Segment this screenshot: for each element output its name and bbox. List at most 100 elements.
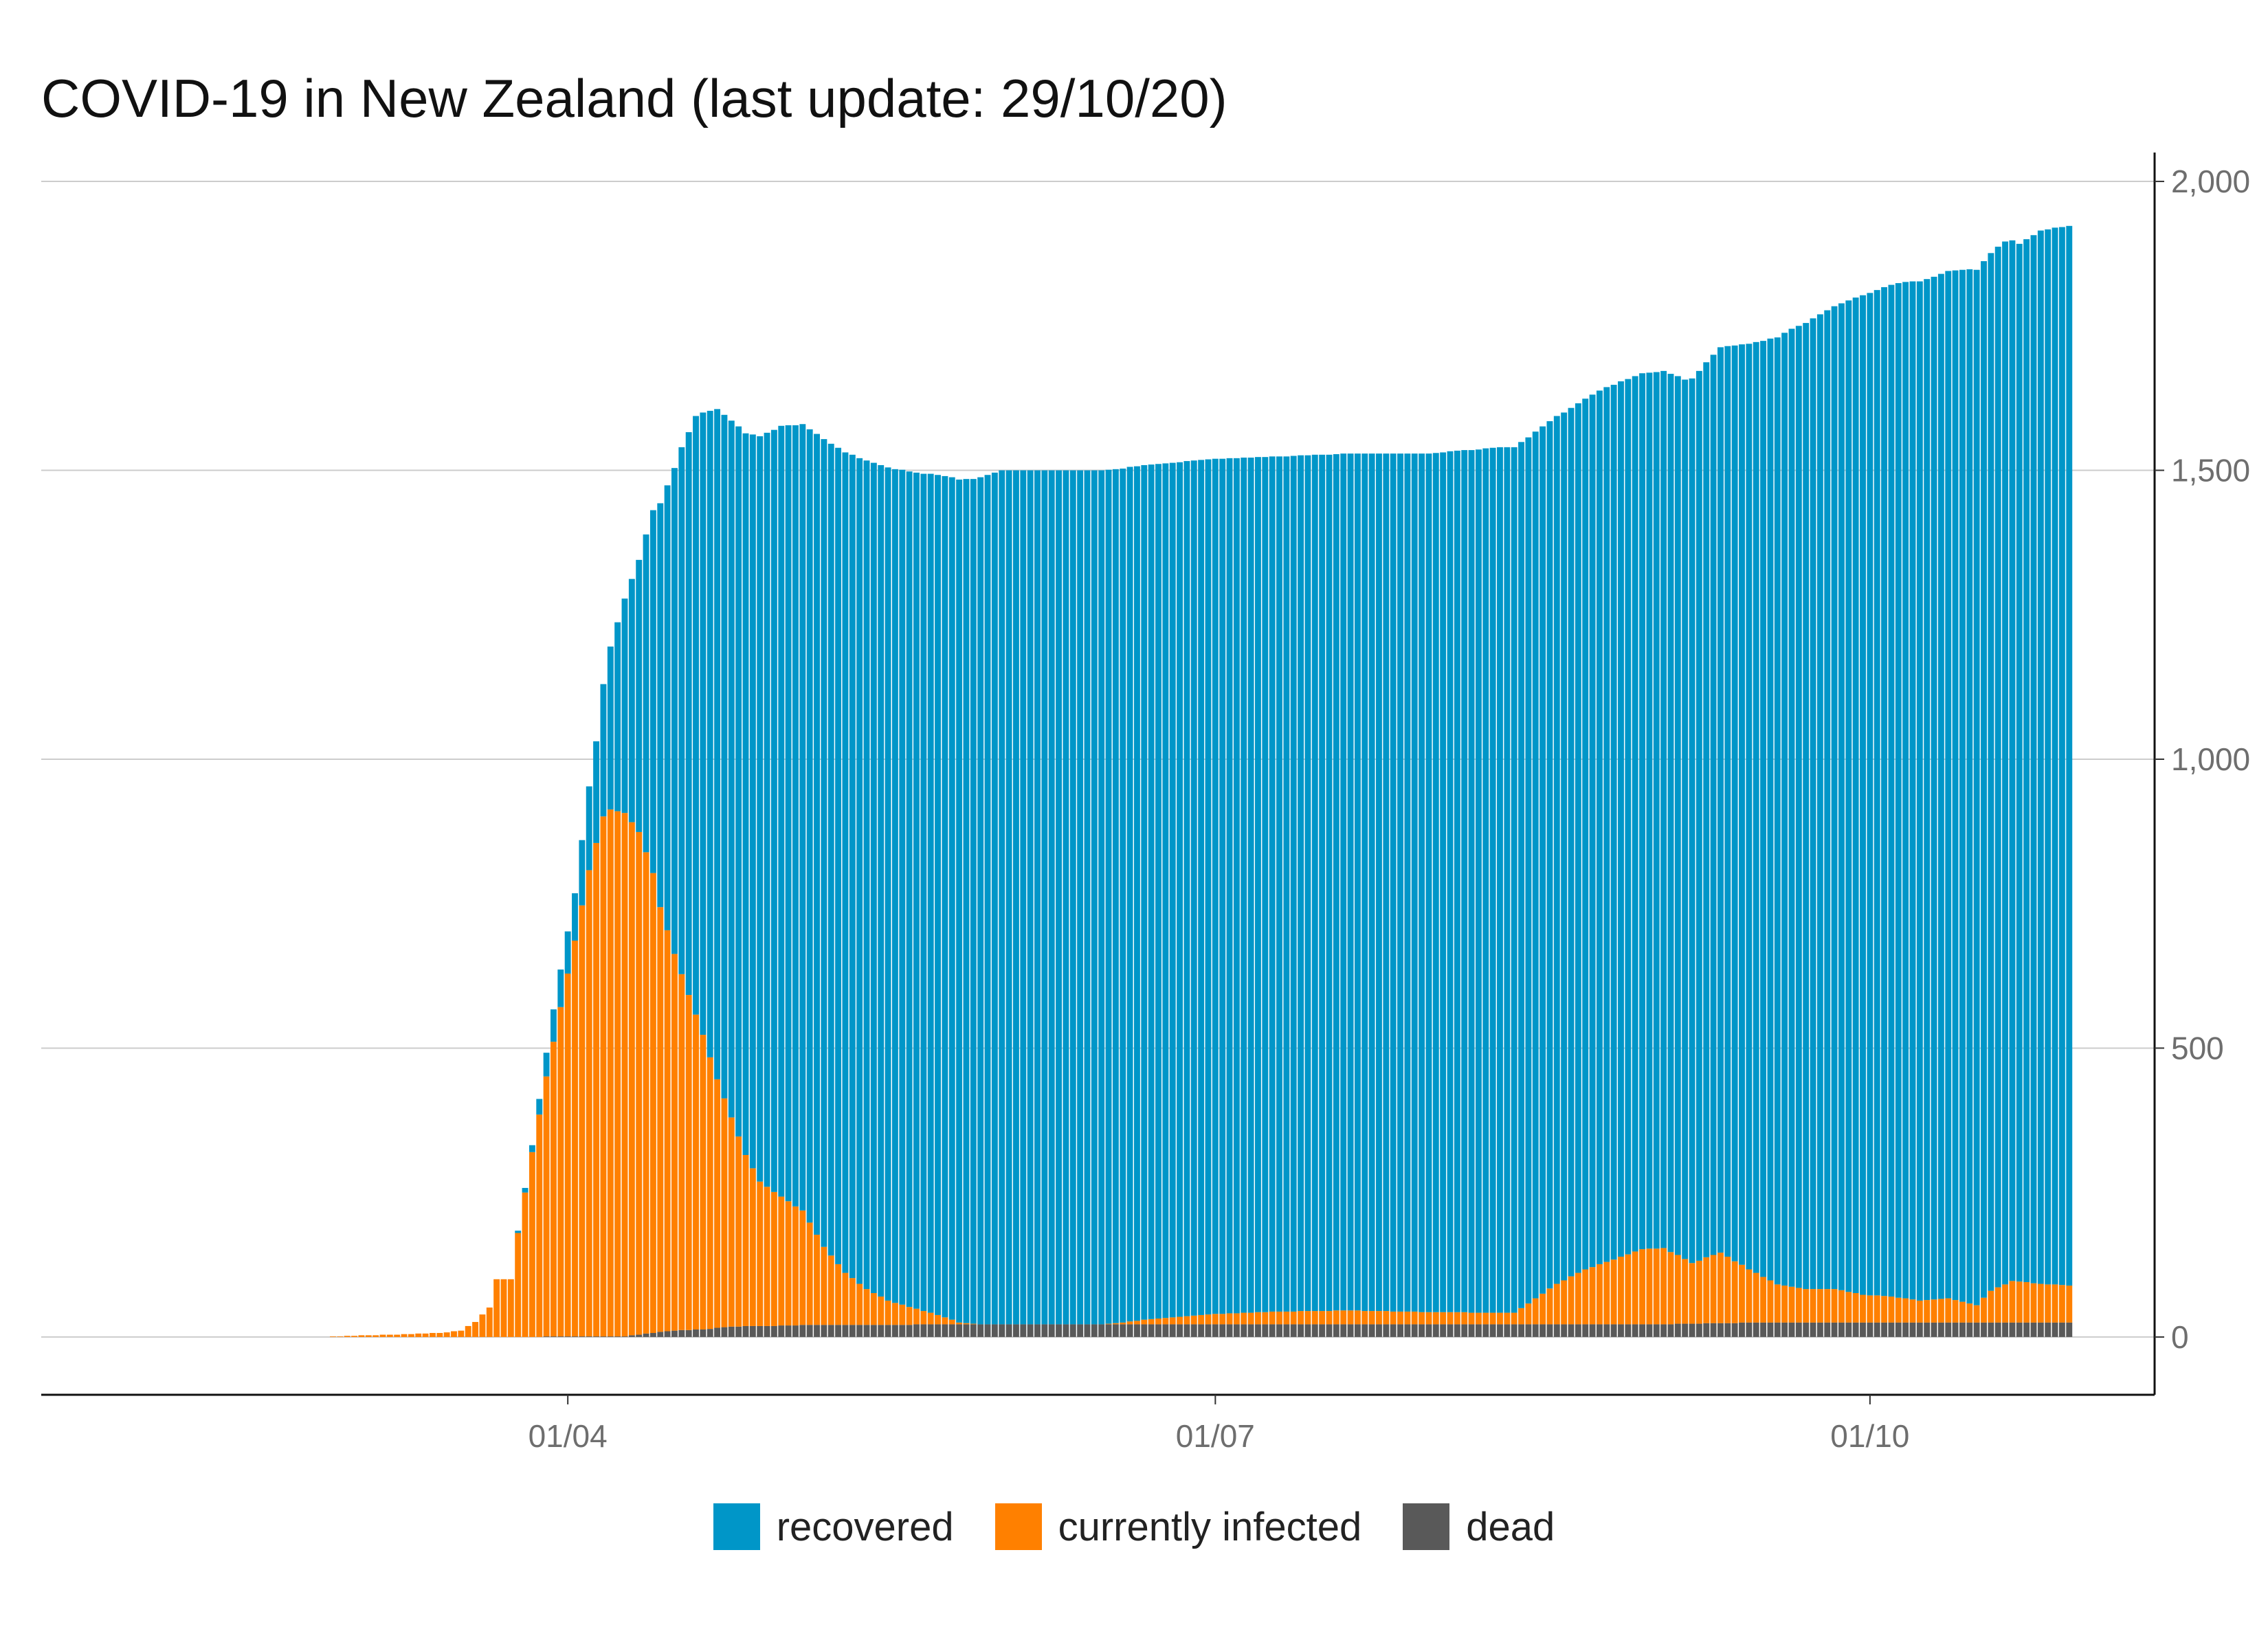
bar-dead bbox=[984, 1324, 991, 1337]
bar-dead bbox=[1411, 1324, 1418, 1337]
bar-dead bbox=[1005, 1324, 1012, 1337]
bar-dead bbox=[1269, 1324, 1276, 1337]
bar-dead bbox=[1618, 1324, 1624, 1337]
bar-currently-infected bbox=[1333, 1310, 1339, 1325]
bar-currently-infected bbox=[1390, 1311, 1397, 1325]
bar-dead bbox=[948, 1324, 955, 1337]
bar-recovered bbox=[1973, 269, 1980, 1305]
bar-currently-infected bbox=[1888, 1297, 1895, 1323]
bar-recovered bbox=[1376, 453, 1382, 1312]
bar-dead bbox=[1390, 1324, 1397, 1337]
bar-recovered bbox=[1682, 379, 1689, 1259]
bar-dead bbox=[1539, 1324, 1546, 1337]
bar-currently-infected bbox=[728, 1117, 735, 1327]
bar-recovered bbox=[1902, 282, 1909, 1299]
bar-recovered bbox=[1311, 454, 1318, 1312]
bar-recovered bbox=[906, 471, 913, 1308]
bar-dead bbox=[999, 1324, 1005, 1337]
legend-item: recovered bbox=[713, 1503, 954, 1550]
bar-dead bbox=[1141, 1324, 1148, 1337]
bar-currently-infected bbox=[1304, 1311, 1311, 1325]
bar-dead bbox=[835, 1325, 842, 1337]
bar-dead bbox=[1205, 1324, 1212, 1337]
bar-currently-infected bbox=[2030, 1283, 2037, 1323]
bar-recovered bbox=[1689, 378, 1696, 1264]
bar-dead bbox=[970, 1324, 977, 1337]
bar-currently-infected bbox=[1120, 1322, 1126, 1325]
bar-currently-infected bbox=[1354, 1310, 1361, 1325]
bar-currently-infected bbox=[643, 852, 649, 1334]
bar-dead bbox=[1561, 1324, 1568, 1337]
bar-currently-infected bbox=[649, 873, 656, 1334]
bar-currently-infected bbox=[1518, 1308, 1524, 1325]
bar-currently-infected bbox=[1753, 1272, 1759, 1323]
bar-currently-infected bbox=[1298, 1311, 1304, 1325]
bar-currently-infected bbox=[621, 813, 628, 1337]
bar-currently-infected bbox=[1937, 1299, 1944, 1323]
bar-dead bbox=[1048, 1324, 1055, 1337]
bar-recovered bbox=[1739, 344, 1745, 1265]
bar-dead bbox=[1177, 1324, 1183, 1337]
bar-dead bbox=[1183, 1324, 1190, 1337]
bar-dead bbox=[1098, 1324, 1105, 1337]
bar-currently-infected bbox=[814, 1235, 820, 1325]
bar-currently-infected bbox=[1368, 1311, 1375, 1325]
bar-dead bbox=[1952, 1322, 1959, 1337]
bar-recovered bbox=[1575, 403, 1581, 1273]
bar-recovered bbox=[628, 579, 635, 822]
bar-currently-infected bbox=[770, 1191, 777, 1326]
bar-dead bbox=[1568, 1324, 1575, 1337]
bar-recovered bbox=[821, 439, 827, 1247]
legend-item: currently infected bbox=[994, 1503, 1362, 1550]
bar-recovered bbox=[671, 468, 678, 954]
bar-recovered bbox=[1653, 372, 1660, 1249]
bar-dead bbox=[1682, 1323, 1689, 1337]
bar-recovered bbox=[1781, 333, 1788, 1286]
bar-dead bbox=[1781, 1322, 1788, 1337]
bar-recovered bbox=[1304, 455, 1311, 1312]
bar-recovered bbox=[1262, 457, 1269, 1312]
bar-recovered bbox=[1553, 416, 1560, 1284]
bar-currently-infected bbox=[842, 1272, 849, 1325]
bar-dead bbox=[614, 1336, 621, 1337]
bar-dead bbox=[1625, 1324, 1632, 1337]
bar-recovered bbox=[1148, 464, 1155, 1319]
bar-recovered bbox=[770, 429, 777, 1192]
bar-currently-infected bbox=[856, 1283, 863, 1325]
bar-currently-infected bbox=[1916, 1300, 1923, 1323]
bar-currently-infected bbox=[785, 1201, 792, 1326]
bar-recovered bbox=[1717, 347, 1724, 1253]
bar-dead bbox=[920, 1324, 927, 1337]
legend-label: currently infected bbox=[1058, 1504, 1362, 1549]
bar-recovered bbox=[1568, 407, 1575, 1277]
bar-dead bbox=[764, 1325, 770, 1337]
bar-dead bbox=[1475, 1324, 1482, 1337]
bar-currently-infected bbox=[465, 1325, 471, 1337]
bar-recovered bbox=[1077, 470, 1084, 1325]
bar-currently-infected bbox=[1311, 1311, 1318, 1325]
bar-currently-infected bbox=[1525, 1303, 1532, 1325]
bar-recovered bbox=[1020, 470, 1027, 1325]
legend-label: recovered bbox=[776, 1504, 954, 1549]
bar-currently-infected bbox=[1710, 1255, 1717, 1323]
bar-currently-infected bbox=[870, 1293, 877, 1325]
bar-currently-infected bbox=[920, 1311, 927, 1325]
bar-dead bbox=[856, 1325, 863, 1337]
bar-recovered bbox=[1255, 457, 1261, 1312]
bar-dead bbox=[1909, 1322, 1916, 1337]
bar-dead bbox=[1767, 1322, 1774, 1337]
bar-recovered bbox=[1105, 469, 1112, 1324]
bar-recovered bbox=[543, 1053, 550, 1077]
bar-dead bbox=[1304, 1324, 1311, 1337]
bar-currently-infected bbox=[1269, 1311, 1276, 1325]
bar-dead bbox=[1432, 1324, 1439, 1337]
bar-currently-infected bbox=[1767, 1280, 1774, 1323]
bar-currently-infected bbox=[735, 1136, 742, 1327]
bar-dead bbox=[1105, 1324, 1112, 1337]
bar-dead bbox=[1077, 1324, 1084, 1337]
bar-recovered bbox=[1518, 442, 1524, 1308]
bar-currently-infected bbox=[1198, 1314, 1205, 1325]
bar-recovered bbox=[1027, 470, 1034, 1325]
bar-currently-infected bbox=[799, 1210, 806, 1325]
y-tick-label: 1,000 bbox=[2171, 741, 2250, 777]
